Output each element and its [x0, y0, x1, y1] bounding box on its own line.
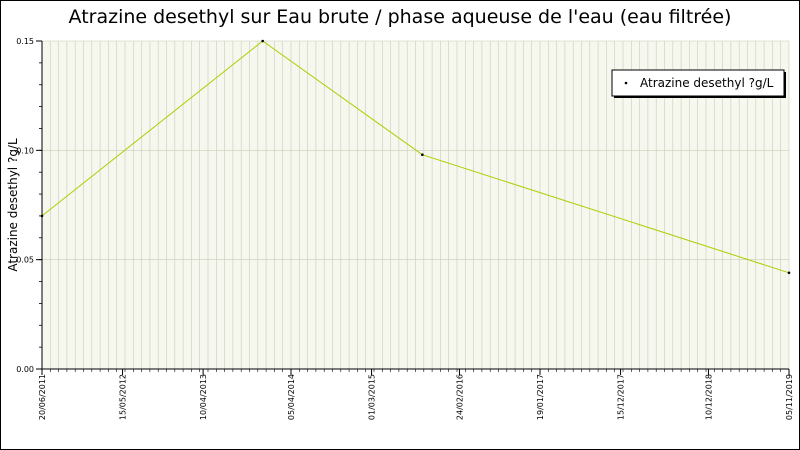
data-point — [787, 271, 791, 275]
data-point — [421, 153, 424, 157]
data-point — [40, 214, 44, 218]
x-tick-label: 24/02/2016 — [455, 374, 464, 420]
x-tick-label: 15/12/2017 — [617, 374, 626, 420]
data-point — [261, 39, 264, 43]
x-tick-label: 20/06/2011 — [38, 374, 47, 420]
legend-marker — [624, 81, 628, 85]
y-tick-label: 0.00 — [16, 365, 34, 374]
x-tick-label: 10/12/2018 — [704, 374, 713, 420]
series-line — [41, 40, 790, 274]
legend-label: Atrazine desethyl ?g/L — [640, 76, 774, 90]
y-tick-label: 0.15 — [16, 37, 34, 46]
x-tick-label: 15/05/2012 — [119, 374, 128, 420]
x-tick-label: 05/11/2019 — [785, 374, 794, 420]
chart-title: Atrazine desethyl sur Eau brute / phase … — [68, 6, 732, 28]
y-tick-label: 0.05 — [16, 256, 34, 265]
y-axis-label: Atrazine desethyl ?g/L — [6, 138, 20, 272]
x-tick-label: 05/04/2014 — [287, 374, 296, 420]
y-tick-label: 0.10 — [16, 146, 34, 155]
x-tick-label: 01/03/2015 — [368, 374, 377, 420]
x-tick-label: 10/04/2013 — [199, 374, 208, 420]
legend-box — [611, 69, 785, 97]
x-tick-label: 19/01/2017 — [536, 374, 545, 420]
